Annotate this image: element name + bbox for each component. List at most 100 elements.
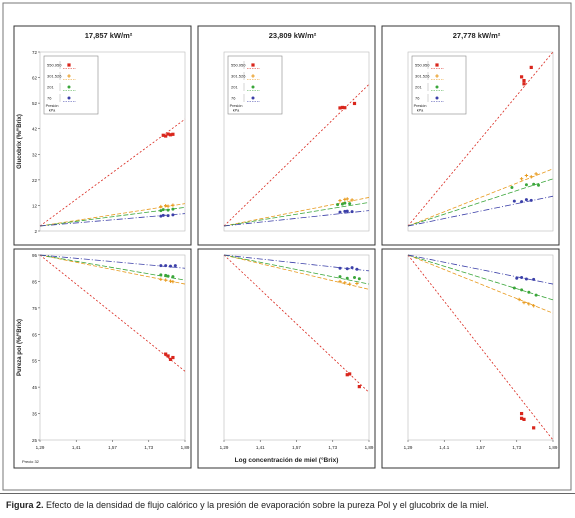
legend-label: 76 (415, 96, 420, 101)
y-tick-label: 72 (32, 50, 38, 55)
data-point-201 (164, 273, 168, 277)
data-point-76 (524, 198, 528, 202)
panel-frame-6 (381, 248, 560, 469)
data-point-550.950 (522, 82, 526, 86)
legend-label: 201 (47, 85, 54, 90)
data-point-201 (171, 207, 175, 211)
trend-line-301.526 (407, 254, 554, 314)
y-axis-label-4: Pureza pol (%/°Brix) (17, 319, 23, 376)
legend-label: 201 (231, 85, 238, 90)
data-point-301.526 (517, 297, 521, 302)
data-point-550.950 (164, 134, 168, 138)
x-tick-label: 1,29 (220, 445, 229, 450)
data-point-301.526 (171, 203, 175, 207)
data-point-76 (166, 214, 170, 218)
legend-box (227, 55, 283, 115)
legend-footer-unit: kPa (233, 109, 240, 113)
data-point-301.526 (355, 281, 359, 286)
legend-marker (67, 85, 71, 89)
data-point-550.950 (519, 411, 524, 416)
data-point-76 (532, 277, 536, 281)
legend-marker (67, 63, 71, 67)
legend-footer-unit: kPa (417, 109, 424, 113)
legend-marker (251, 63, 255, 67)
data-point-550.950 (171, 132, 175, 136)
trend-line-301.526 (407, 168, 554, 227)
data-point-201 (336, 203, 340, 207)
x-tick-label: 1,89 (549, 445, 558, 450)
data-point-301.526 (338, 198, 342, 203)
data-point-201 (357, 277, 361, 281)
data-point-201 (343, 201, 347, 205)
data-point-201 (532, 182, 536, 186)
y-axis-label-1: Glucobrix (%/°Brix) (17, 114, 23, 169)
data-point-301.526 (168, 279, 173, 283)
x-tick-label: 1,4.1 (439, 445, 450, 450)
data-point-76 (520, 200, 524, 204)
data-point-301.526 (163, 278, 168, 282)
data-point-550.950 (348, 372, 352, 376)
panel-frame-2 (197, 25, 376, 246)
y-tick-label: 85 (32, 279, 38, 284)
data-point-301.526 (343, 281, 347, 285)
data-point-550.950 (161, 133, 165, 137)
y-tick-label: 45 (32, 385, 38, 390)
data-point-76 (159, 264, 163, 268)
data-point-201 (171, 275, 175, 279)
trend-line-201 (407, 178, 554, 227)
trend-line-76 (407, 195, 554, 227)
figure-caption: Figura 2. Efecto de la densidad de flujo… (6, 497, 571, 513)
panel-frame-5 (197, 248, 376, 469)
trend-line-76 (407, 254, 554, 285)
legend-marker (251, 74, 255, 78)
data-point-201 (520, 288, 524, 292)
trend-line-76 (223, 210, 370, 227)
legend-box (411, 55, 467, 115)
data-point-201 (166, 208, 170, 212)
data-point-301.526 (159, 277, 163, 282)
data-point-301.526 (529, 175, 533, 179)
trend-line-550.950 (223, 254, 370, 393)
y-tick-label: 62 (32, 76, 38, 81)
caption-label: Figura 2. (6, 500, 44, 510)
panel-frame-3 (381, 25, 560, 246)
data-point-76 (529, 198, 533, 202)
data-point-550.950 (352, 101, 357, 106)
y-tick-label: 52 (32, 101, 38, 106)
legend-marker (67, 74, 71, 78)
legend-label: 76 (47, 96, 52, 101)
data-point-550.950 (345, 373, 349, 377)
data-point-201 (510, 185, 514, 189)
data-point-76 (524, 277, 528, 281)
y-tick-label: 12 (32, 203, 38, 208)
legend-footer-unit: kPa (49, 109, 56, 113)
data-point-301.526 (159, 204, 163, 209)
x-tick-label: 1,29 (404, 445, 413, 450)
data-point-201 (159, 273, 163, 277)
legend-label: 301.526 (231, 74, 246, 79)
caption-separator (0, 493, 575, 494)
y-tick-label: 75 (32, 306, 38, 311)
x-tick-label: 1,73 (512, 445, 521, 450)
data-point-76 (338, 210, 342, 214)
x-tick-label: 1,41 (72, 445, 81, 450)
data-point-76 (520, 275, 524, 279)
plot-area-1 (39, 51, 186, 232)
data-point-301.526 (350, 198, 354, 202)
legend-footer: Presión (414, 104, 427, 108)
legend-label: 550.950 (415, 63, 430, 68)
legend-marker (251, 96, 255, 100)
data-point-76 (164, 264, 168, 268)
y-tick-label: 65 (32, 332, 38, 337)
plot-area-3 (407, 51, 554, 232)
panel-frame-1 (13, 25, 192, 246)
data-point-301.526 (524, 173, 529, 178)
x-tick-label: 1,57 (292, 445, 301, 450)
data-point-76 (343, 209, 347, 213)
data-point-550.950 (168, 357, 173, 361)
data-point-550.950 (340, 105, 345, 110)
data-point-201 (159, 209, 163, 213)
data-point-201 (345, 276, 349, 280)
x-tick-label: 1,41 (256, 445, 265, 450)
